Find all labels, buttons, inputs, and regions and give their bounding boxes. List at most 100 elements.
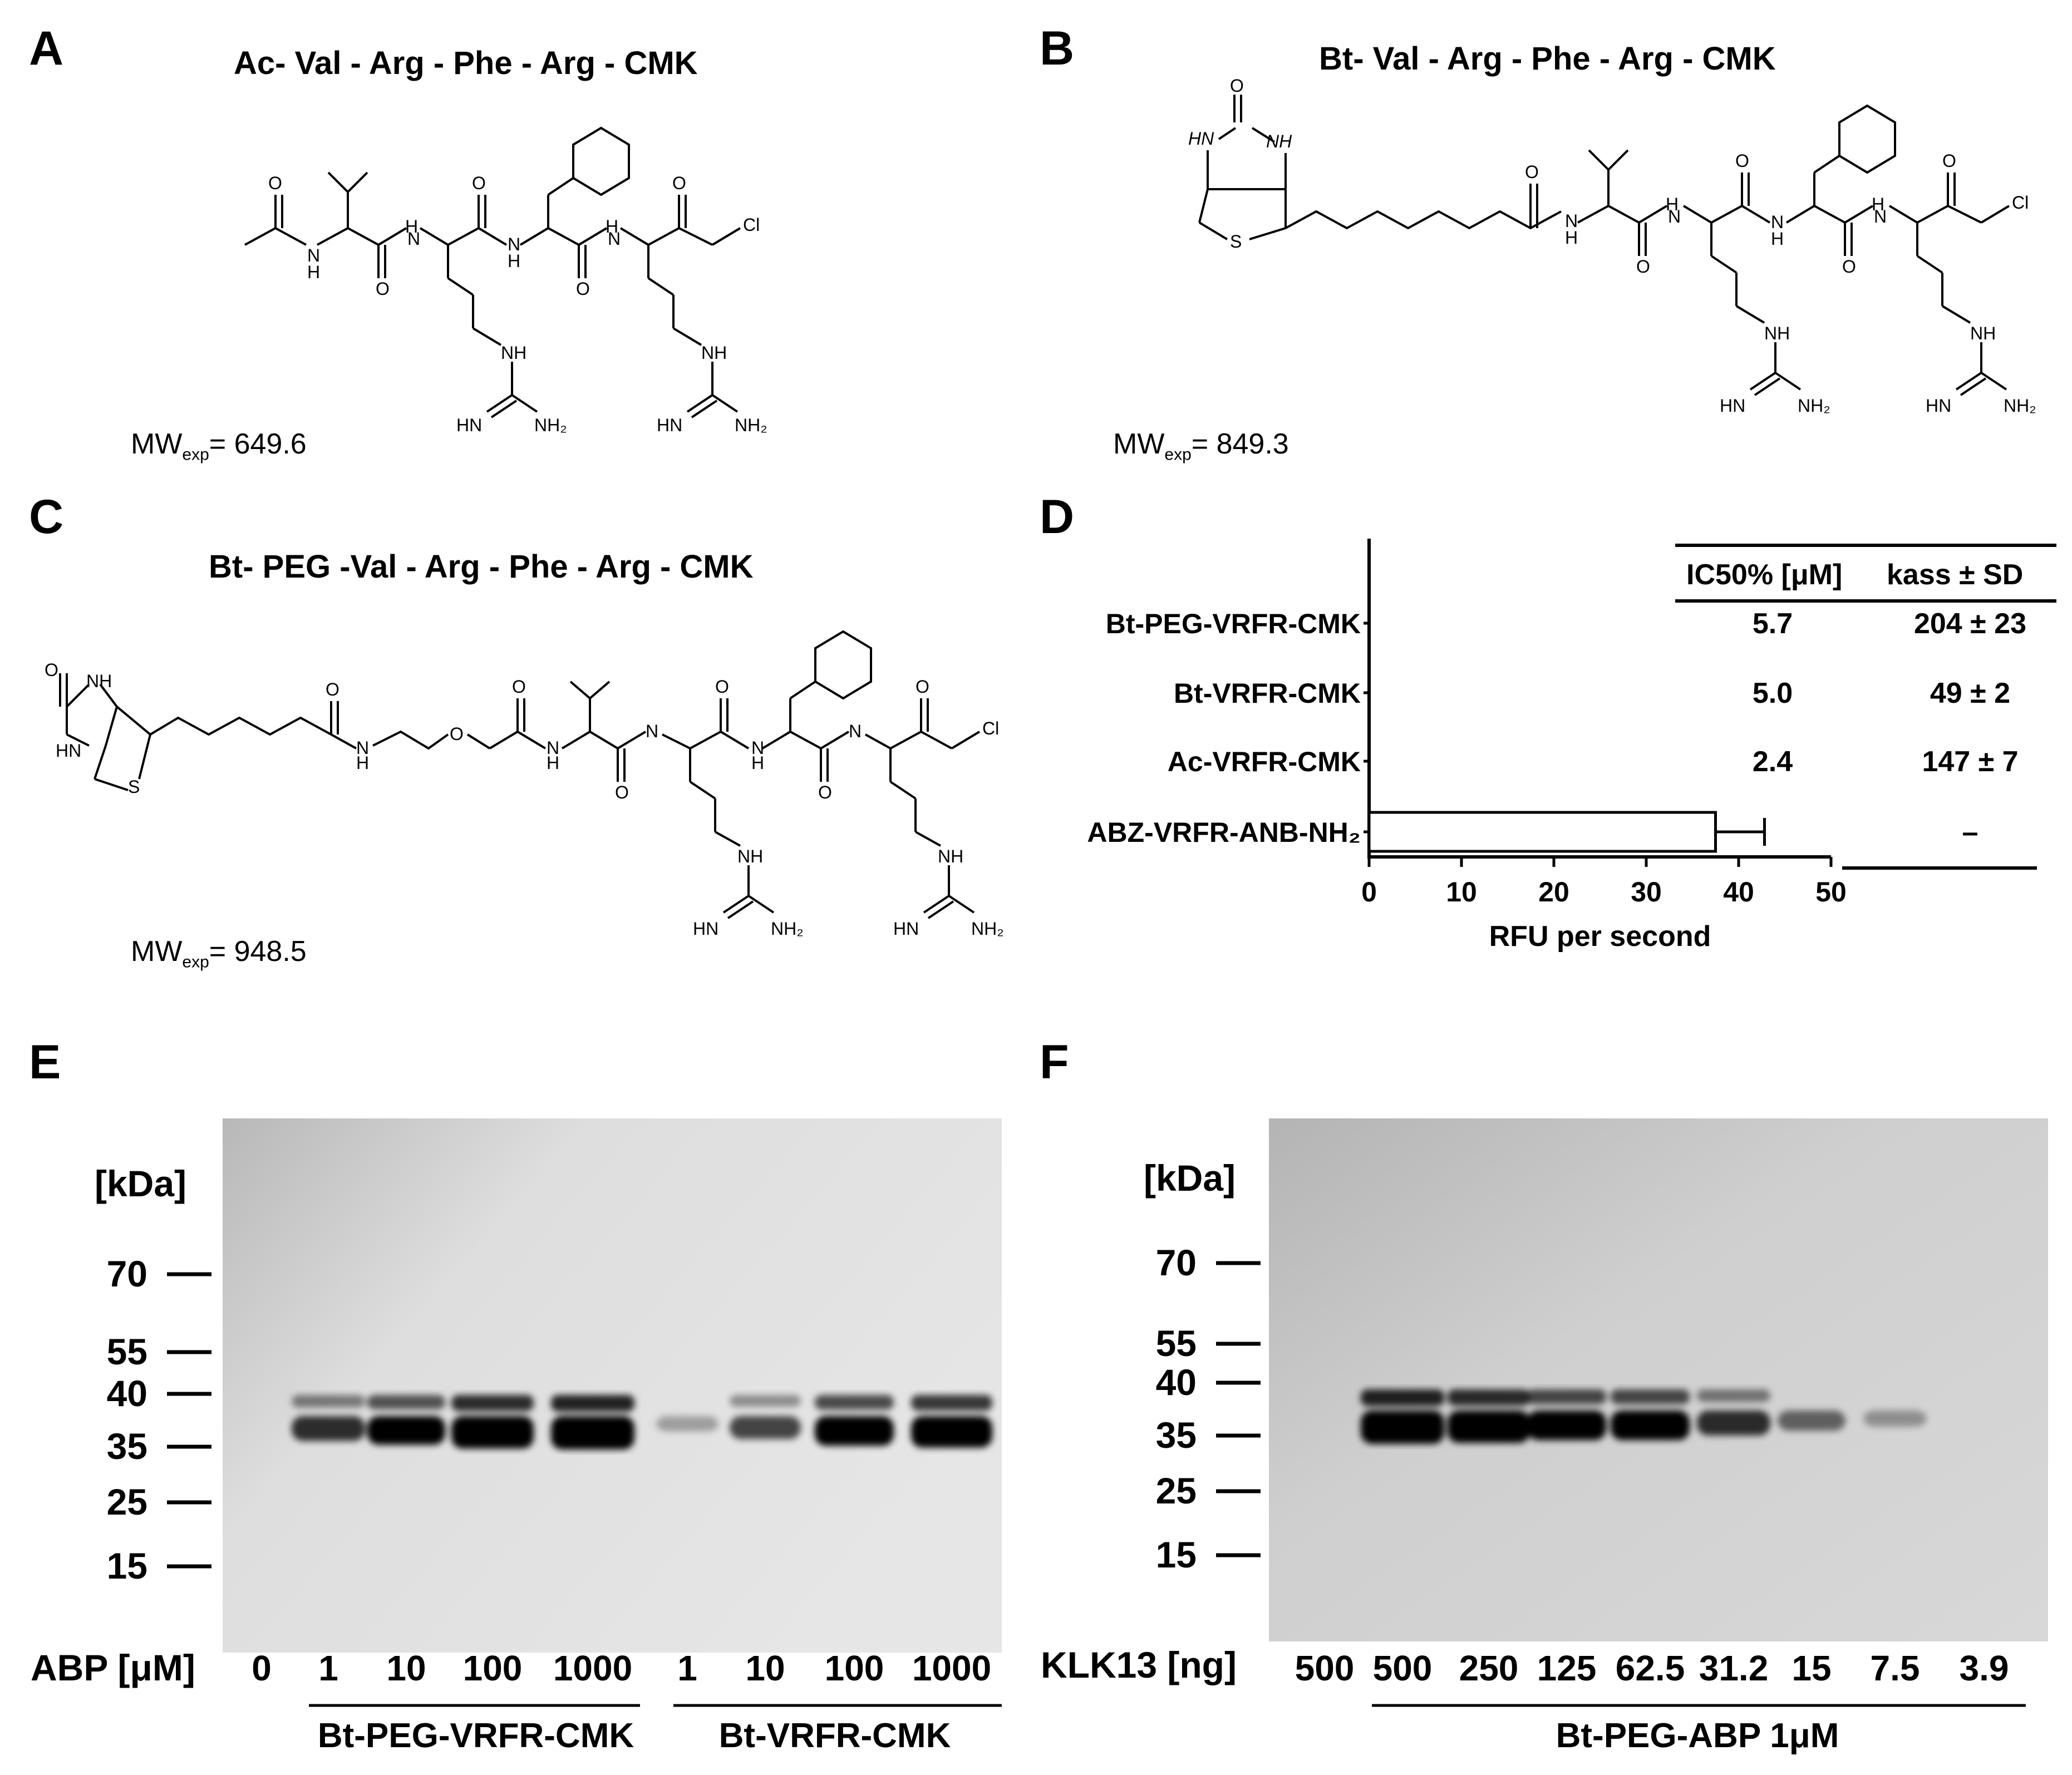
- svg-text:NH: NH: [1764, 323, 1790, 343]
- gel-e-unit-label: [kDa]: [95, 1163, 186, 1204]
- band-lower: [730, 1416, 801, 1439]
- svg-text:N: N: [849, 721, 862, 741]
- marker-label: 25: [1156, 1470, 1197, 1511]
- svg-text:O: O: [818, 782, 832, 802]
- x-axis-label: RFU per second: [1489, 920, 1711, 953]
- band-lower: [1448, 1411, 1530, 1443]
- marker-label: 55: [1156, 1323, 1197, 1364]
- svg-text:O: O: [615, 782, 629, 802]
- svg-text:N: N: [608, 229, 621, 249]
- svg-text:H: H: [405, 216, 418, 236]
- table-header-ic50: IC50% [μM]: [1686, 559, 1842, 591]
- band-upper: [815, 1395, 894, 1410]
- table-ic50-cell: 5.0: [1753, 677, 1793, 709]
- panel-b-title: Bt- Val - Arg - Phe - Arg - CMK: [1319, 41, 1776, 77]
- x-tick-label: 10: [1446, 876, 1477, 908]
- gel-e-group2-label: Bt-VRFR-CMK: [719, 1717, 951, 1755]
- svg-text:NH₂: NH₂: [1798, 396, 1830, 416]
- marker-label: 35: [1156, 1414, 1197, 1456]
- svg-text:NH₂: NH₂: [534, 415, 567, 435]
- svg-text:HN: HN: [1926, 396, 1951, 416]
- band-lower: [815, 1416, 894, 1446]
- band-upper: [1697, 1389, 1770, 1402]
- svg-text:NH: NH: [701, 343, 727, 363]
- gel-f-conc-label: KLK13 [ng]: [1041, 1644, 1237, 1685]
- svg-text:H: H: [1565, 228, 1578, 248]
- svg-text:NH: NH: [1970, 323, 1996, 343]
- svg-text:NH: NH: [501, 343, 526, 363]
- band-upper: [1611, 1389, 1690, 1404]
- lane-label: 1: [318, 1648, 338, 1688]
- svg-text:O: O: [1525, 162, 1539, 182]
- mw-a: MWexp= 649.6: [131, 428, 307, 464]
- svg-text:H: H: [356, 753, 369, 773]
- svg-text:N: N: [1771, 212, 1784, 232]
- marker-label: 35: [107, 1426, 147, 1467]
- marker-label: 55: [107, 1331, 147, 1372]
- svg-text:O: O: [1842, 257, 1856, 277]
- svg-text:H: H: [1771, 229, 1784, 249]
- svg-text:H: H: [547, 753, 559, 773]
- bar: [1367, 811, 1717, 853]
- svg-text:O: O: [472, 173, 486, 193]
- marker-label: 15: [1156, 1534, 1197, 1575]
- panel-label-a: A: [29, 22, 64, 75]
- band-lower: [451, 1416, 534, 1449]
- structure-c: O NH HN S O NH O O NH O N O NH O N O Cl …: [45, 630, 1004, 939]
- svg-text:O: O: [916, 677, 929, 697]
- x-tick-label: 40: [1723, 876, 1754, 908]
- svg-text:HN: HN: [1188, 129, 1214, 149]
- structure-a: O NH O HN O NH O HN O Cl NH HN NH₂ NH HN…: [244, 126, 767, 435]
- svg-text:HN: HN: [657, 415, 682, 435]
- category-label: Ac-VRFR-CMK: [1168, 746, 1361, 777]
- band-lower: [1697, 1411, 1770, 1436]
- gel-f-background: [1269, 1118, 2048, 1641]
- lane-label: 125: [1537, 1648, 1597, 1688]
- svg-text:O: O: [268, 173, 282, 193]
- svg-text:N: N: [751, 738, 764, 758]
- svg-text:N: N: [356, 738, 369, 758]
- svg-text:O: O: [326, 679, 339, 699]
- svg-text:NH: NH: [1266, 131, 1292, 151]
- band-lower: [1778, 1411, 1845, 1431]
- svg-text:N: N: [407, 229, 420, 249]
- table-kass-cell: 49 ± 2: [1930, 677, 2010, 709]
- band-upper: [367, 1395, 445, 1409]
- band-lower: [551, 1416, 634, 1449]
- table-kass-cell: 147 ± 7: [1922, 746, 2018, 778]
- lane-label: 1: [677, 1648, 697, 1688]
- lane-label: 1000: [553, 1648, 632, 1688]
- lane-label: 31.2: [1699, 1648, 1769, 1688]
- svg-text:NH: NH: [86, 671, 112, 691]
- svg-text:H: H: [751, 753, 764, 773]
- svg-text:S: S: [1230, 231, 1242, 252]
- band-upper: [292, 1395, 365, 1408]
- svg-text:NH₂: NH₂: [735, 415, 767, 435]
- lane-label: 10: [745, 1648, 785, 1688]
- band-lower: [1863, 1411, 1927, 1427]
- svg-text:Cl: Cl: [2012, 193, 2029, 213]
- x-tick-label: 0: [1361, 876, 1377, 908]
- svg-text:H: H: [1872, 194, 1884, 214]
- svg-text:NH: NH: [938, 846, 963, 866]
- svg-text:S: S: [128, 777, 140, 797]
- svg-text:NH₂: NH₂: [2004, 396, 2036, 416]
- lane-label: 10: [386, 1648, 426, 1688]
- svg-text:O: O: [450, 724, 464, 744]
- lane-label: 500: [1295, 1648, 1355, 1688]
- gel-f-unit-label: [kDa]: [1144, 1157, 1236, 1199]
- band-upper: [1448, 1389, 1530, 1406]
- x-tick-label: 30: [1631, 876, 1662, 908]
- svg-text:HN: HN: [893, 919, 919, 939]
- svg-text:NH₂: NH₂: [971, 919, 1004, 939]
- svg-text:O: O: [1735, 151, 1749, 171]
- svg-text:N: N: [1874, 206, 1887, 226]
- gel-f-group-label: Bt-PEG-ABP 1μM: [1556, 1717, 1839, 1755]
- panel-label-e: E: [29, 1036, 61, 1089]
- table-kass-cell: –: [1962, 816, 1979, 849]
- band-upper: [551, 1395, 634, 1412]
- svg-text:O: O: [512, 677, 526, 697]
- table-ic50-cell: 5.7: [1753, 608, 1793, 640]
- marker-label: 70: [107, 1253, 147, 1294]
- lane-label: 0: [252, 1648, 272, 1688]
